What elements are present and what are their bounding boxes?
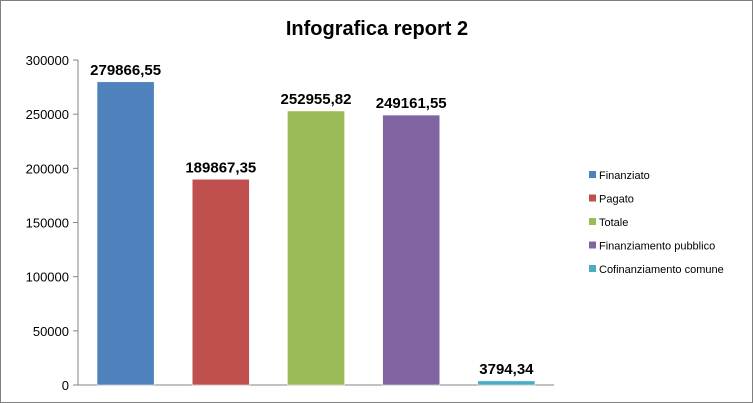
legend-entry: Finanziato [599,170,650,182]
y-axis-ticks: 0 50000 100000 150000 200000 250000 300000 [26,53,78,393]
legend-entry: Cofinanziamento comune [599,264,724,276]
y-tick-label: 0 [62,378,69,393]
data-label: 252955,82 [281,91,352,108]
bar-finanziato [96,81,155,386]
legend-entry: Pagato [599,194,634,206]
data-label: 189867,35 [185,159,256,176]
chart-title: Infografica report 2 [286,18,468,40]
y-tick-label: 150000 [26,216,69,231]
legend-swatch [589,194,596,202]
bar-finanziamento-pubblico [382,114,441,386]
y-tick-label: 200000 [26,161,69,176]
y-tick-label: 100000 [26,270,69,285]
data-labels: 279866,55 189867,35 252955,82 249161,55 3794… [90,62,534,378]
y-tick-label: 50000 [33,324,69,339]
bar-pagato [191,179,250,386]
data-label: 3794,34 [479,361,534,378]
legend: Finanziato Pagato Totale Finanziamento pubb… [589,170,724,276]
y-tick-label: 300000 [26,53,69,68]
data-label: 279866,55 [90,62,161,79]
legend-entry: Totale [599,217,628,229]
bar-cofinanziamento-comune [477,380,536,386]
legend-swatch [589,218,596,225]
data-label: 249161,55 [376,95,447,112]
legend-swatch [589,171,596,178]
bar-totale [287,110,345,386]
y-tick-label: 250000 [26,107,69,122]
legend-entry: Finanziamento pubblico [599,241,715,253]
legend-swatch [589,241,596,249]
bars [96,81,536,386]
legend-swatch [589,265,596,272]
